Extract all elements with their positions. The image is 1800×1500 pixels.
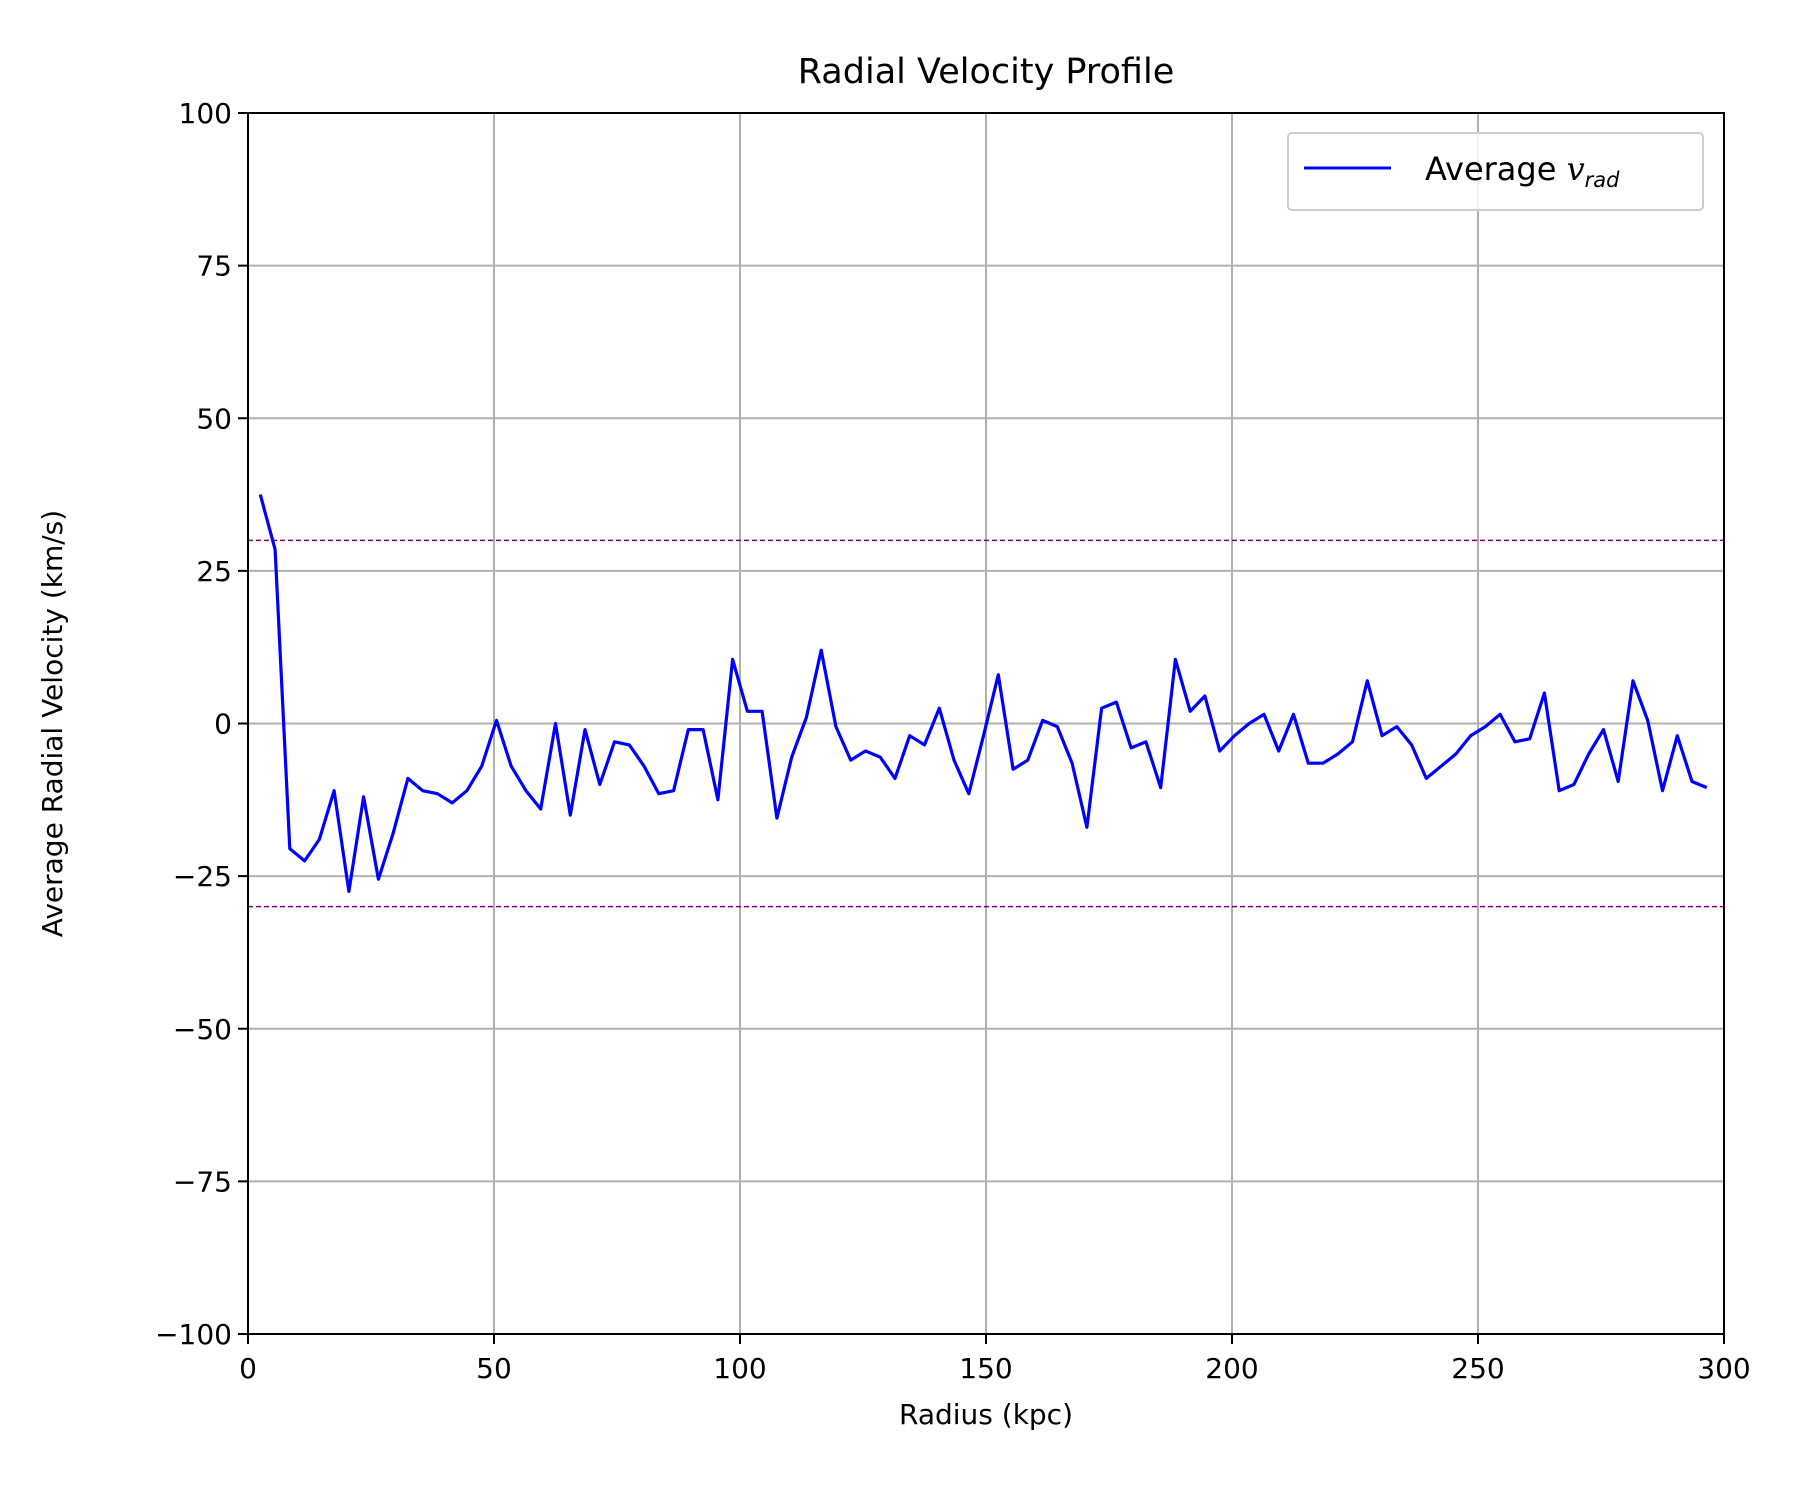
y-tick-label: −25	[173, 860, 232, 893]
legend-label-subscript: rad	[1585, 168, 1621, 192]
series-layer	[258, 494, 1708, 894]
legend: Average vrad	[1287, 132, 1704, 211]
reference-lines	[248, 539, 1724, 908]
y-tick-label: 0	[214, 708, 232, 741]
y-tick-label: 75	[196, 250, 232, 283]
y-tick-label: −75	[173, 1165, 232, 1198]
y-tick-label: 100	[179, 97, 232, 130]
x-tick-label: 250	[1451, 1352, 1504, 1385]
y-tick-label: 50	[196, 402, 232, 435]
x-axis-ticks: 0 50 100 150 200 250 300	[239, 1334, 1751, 1385]
y-tick-label: 25	[196, 555, 232, 588]
y-axis-ticks: −100 −75 −50 −25 0 25 50 75 100	[155, 97, 248, 1351]
x-tick-label: 0	[239, 1352, 257, 1385]
series-line	[258, 494, 1708, 894]
legend-label-prefix: Average	[1425, 150, 1567, 188]
y-tick-label: −100	[155, 1318, 232, 1351]
legend-label: Average vrad	[1425, 150, 1620, 192]
x-tick-label: 300	[1697, 1352, 1750, 1385]
y-axis-label: Average Radial Velocity (km/s)	[36, 510, 69, 937]
x-tick-label: 150	[959, 1352, 1012, 1385]
x-tick-label: 200	[1205, 1352, 1258, 1385]
chart-title: Radial Velocity Profile	[798, 52, 1175, 92]
x-axis-label: Radius (kpc)	[899, 1398, 1073, 1431]
x-tick-label: 50	[476, 1352, 512, 1385]
legend-box	[1287, 132, 1704, 211]
y-tick-label: −50	[173, 1013, 232, 1046]
x-tick-label: 100	[713, 1352, 766, 1385]
legend-label-var: v	[1567, 150, 1585, 188]
